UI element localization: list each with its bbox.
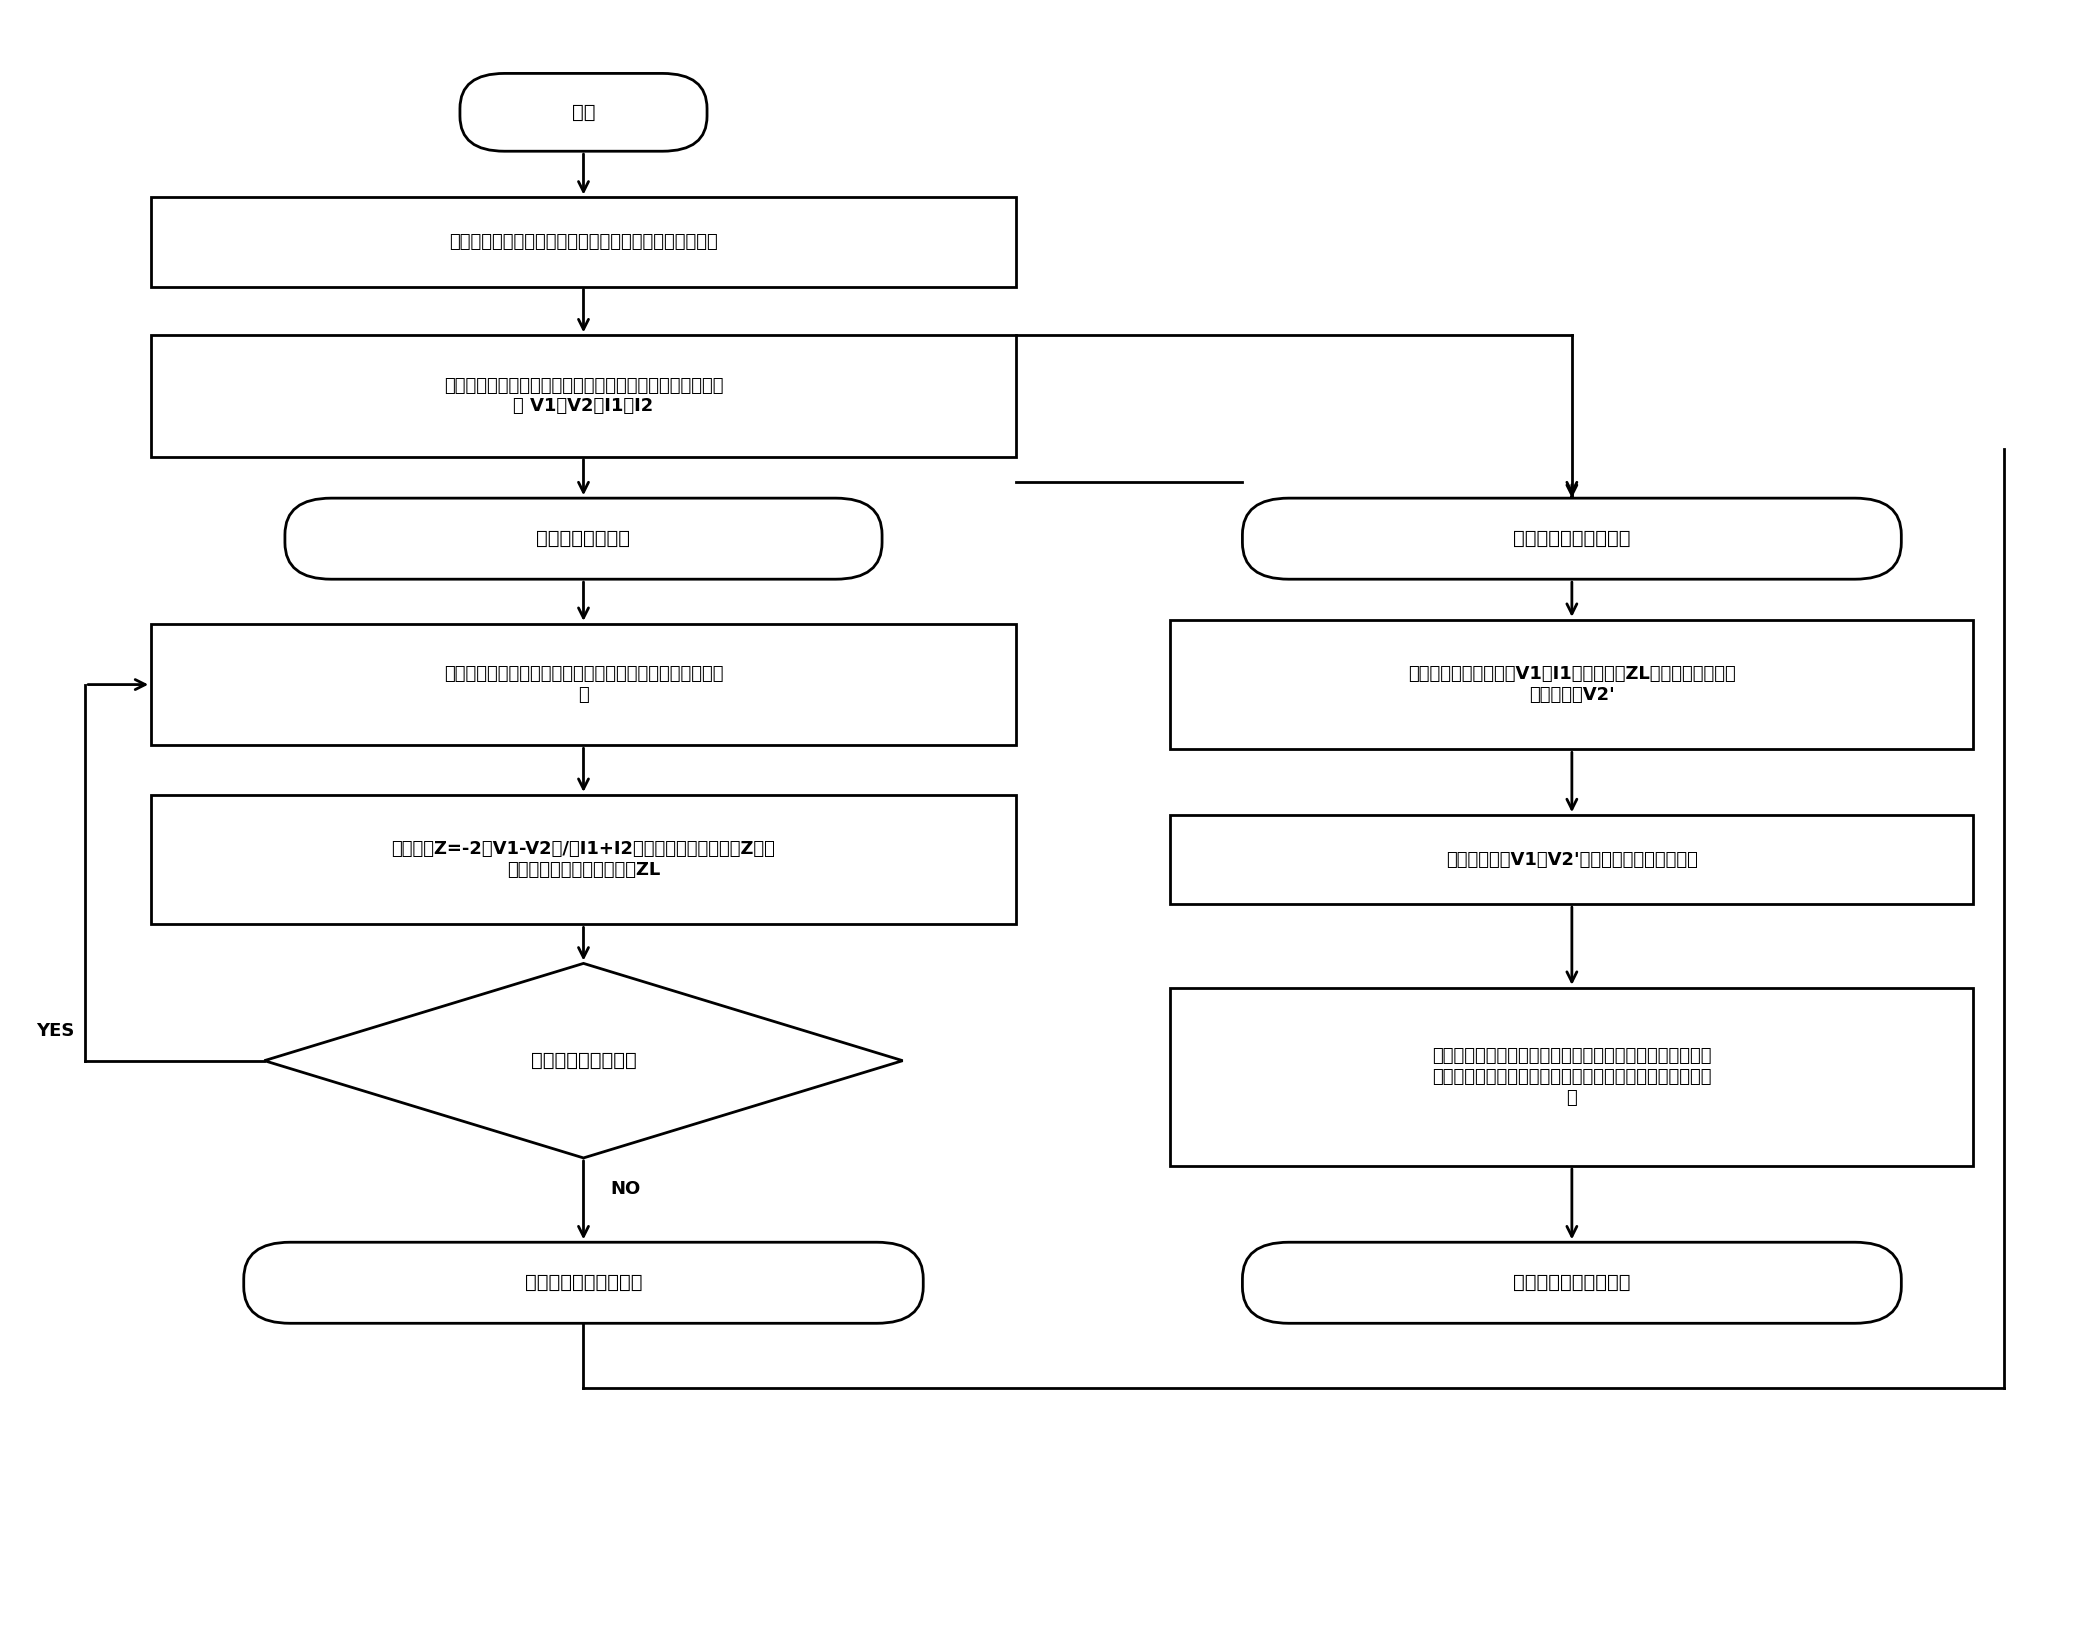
Text: 线路失步解列判断开始: 线路失步解列判断开始: [1513, 530, 1631, 548]
Text: 开始: 开始: [572, 103, 595, 123]
FancyBboxPatch shape: [1242, 499, 1901, 579]
FancyBboxPatch shape: [245, 1243, 922, 1323]
Text: 根据电压相量V1和V2'，可以得到两电压相角差: 根据电压相量V1和V2'，可以得到两电压相角差: [1447, 850, 1698, 868]
FancyBboxPatch shape: [151, 795, 1016, 924]
FancyBboxPatch shape: [284, 499, 883, 579]
FancyBboxPatch shape: [151, 625, 1016, 746]
Text: 任一侧装置通过高速通信通道得到对侧带时标电压和电流相
量: 任一侧装置通过高速通信通道得到对侧带时标电压和电流相 量: [444, 665, 723, 705]
FancyBboxPatch shape: [1171, 816, 1973, 904]
Text: 利用单侧电压电流相量V1，I1，和保存的ZL，可以计算得到对
侧电压相量V2': 利用单侧电压电流相量V1，I1，和保存的ZL，可以计算得到对 侧电压相量V2': [1408, 665, 1735, 705]
FancyBboxPatch shape: [460, 74, 707, 150]
FancyBboxPatch shape: [1171, 988, 1973, 1166]
Polygon shape: [265, 963, 902, 1158]
Text: 线路失步解列判断结束: 线路失步解列判断结束: [1513, 1274, 1631, 1292]
Text: 根据公式Z=-2（V1-V2）/（I1+I2），得到线路实时阻抗Z，并
保存该值作为线路补偿阻抗ZL: 根据公式Z=-2（V1-V2）/（I1+I2），得到线路实时阻抗Z，并 保存该值…: [392, 840, 775, 880]
Text: NO: NO: [609, 1179, 641, 1197]
FancyBboxPatch shape: [1171, 620, 1973, 749]
FancyBboxPatch shape: [151, 335, 1016, 456]
Text: 两侧装置各自在统一时标下计算母线电压相量和线路电流相
量 V1，V2，I1，I2: 两侧装置各自在统一时标下计算母线电压相量和线路电流相 量 V1，V2，I1，I2: [444, 376, 723, 415]
Text: 线路实时阻抗计算: 线路实时阻抗计算: [537, 530, 630, 548]
Text: 线路实时阻抗计算结束: 线路实时阻抗计算结束: [524, 1274, 643, 1292]
Text: 高速通信通道正常？: 高速通信通道正常？: [531, 1051, 636, 1071]
FancyBboxPatch shape: [1242, 1243, 1901, 1323]
Text: YES: YES: [37, 1022, 75, 1040]
FancyBboxPatch shape: [151, 198, 1016, 286]
Text: 根据两电压相角差变化规律，利用基于阻抗补偿原理的失步
解列判据，判断是否发生了振荡中心落在本线路上的失步振
荡: 根据两电压相角差变化规律，利用基于阻抗补偿原理的失步 解列判据，判断是否发生了振…: [1432, 1046, 1712, 1107]
Text: 线路两侧装置均具有广域测量功能，之间有高速通信通道: 线路两侧装置均具有广域测量功能，之间有高速通信通道: [450, 234, 717, 252]
